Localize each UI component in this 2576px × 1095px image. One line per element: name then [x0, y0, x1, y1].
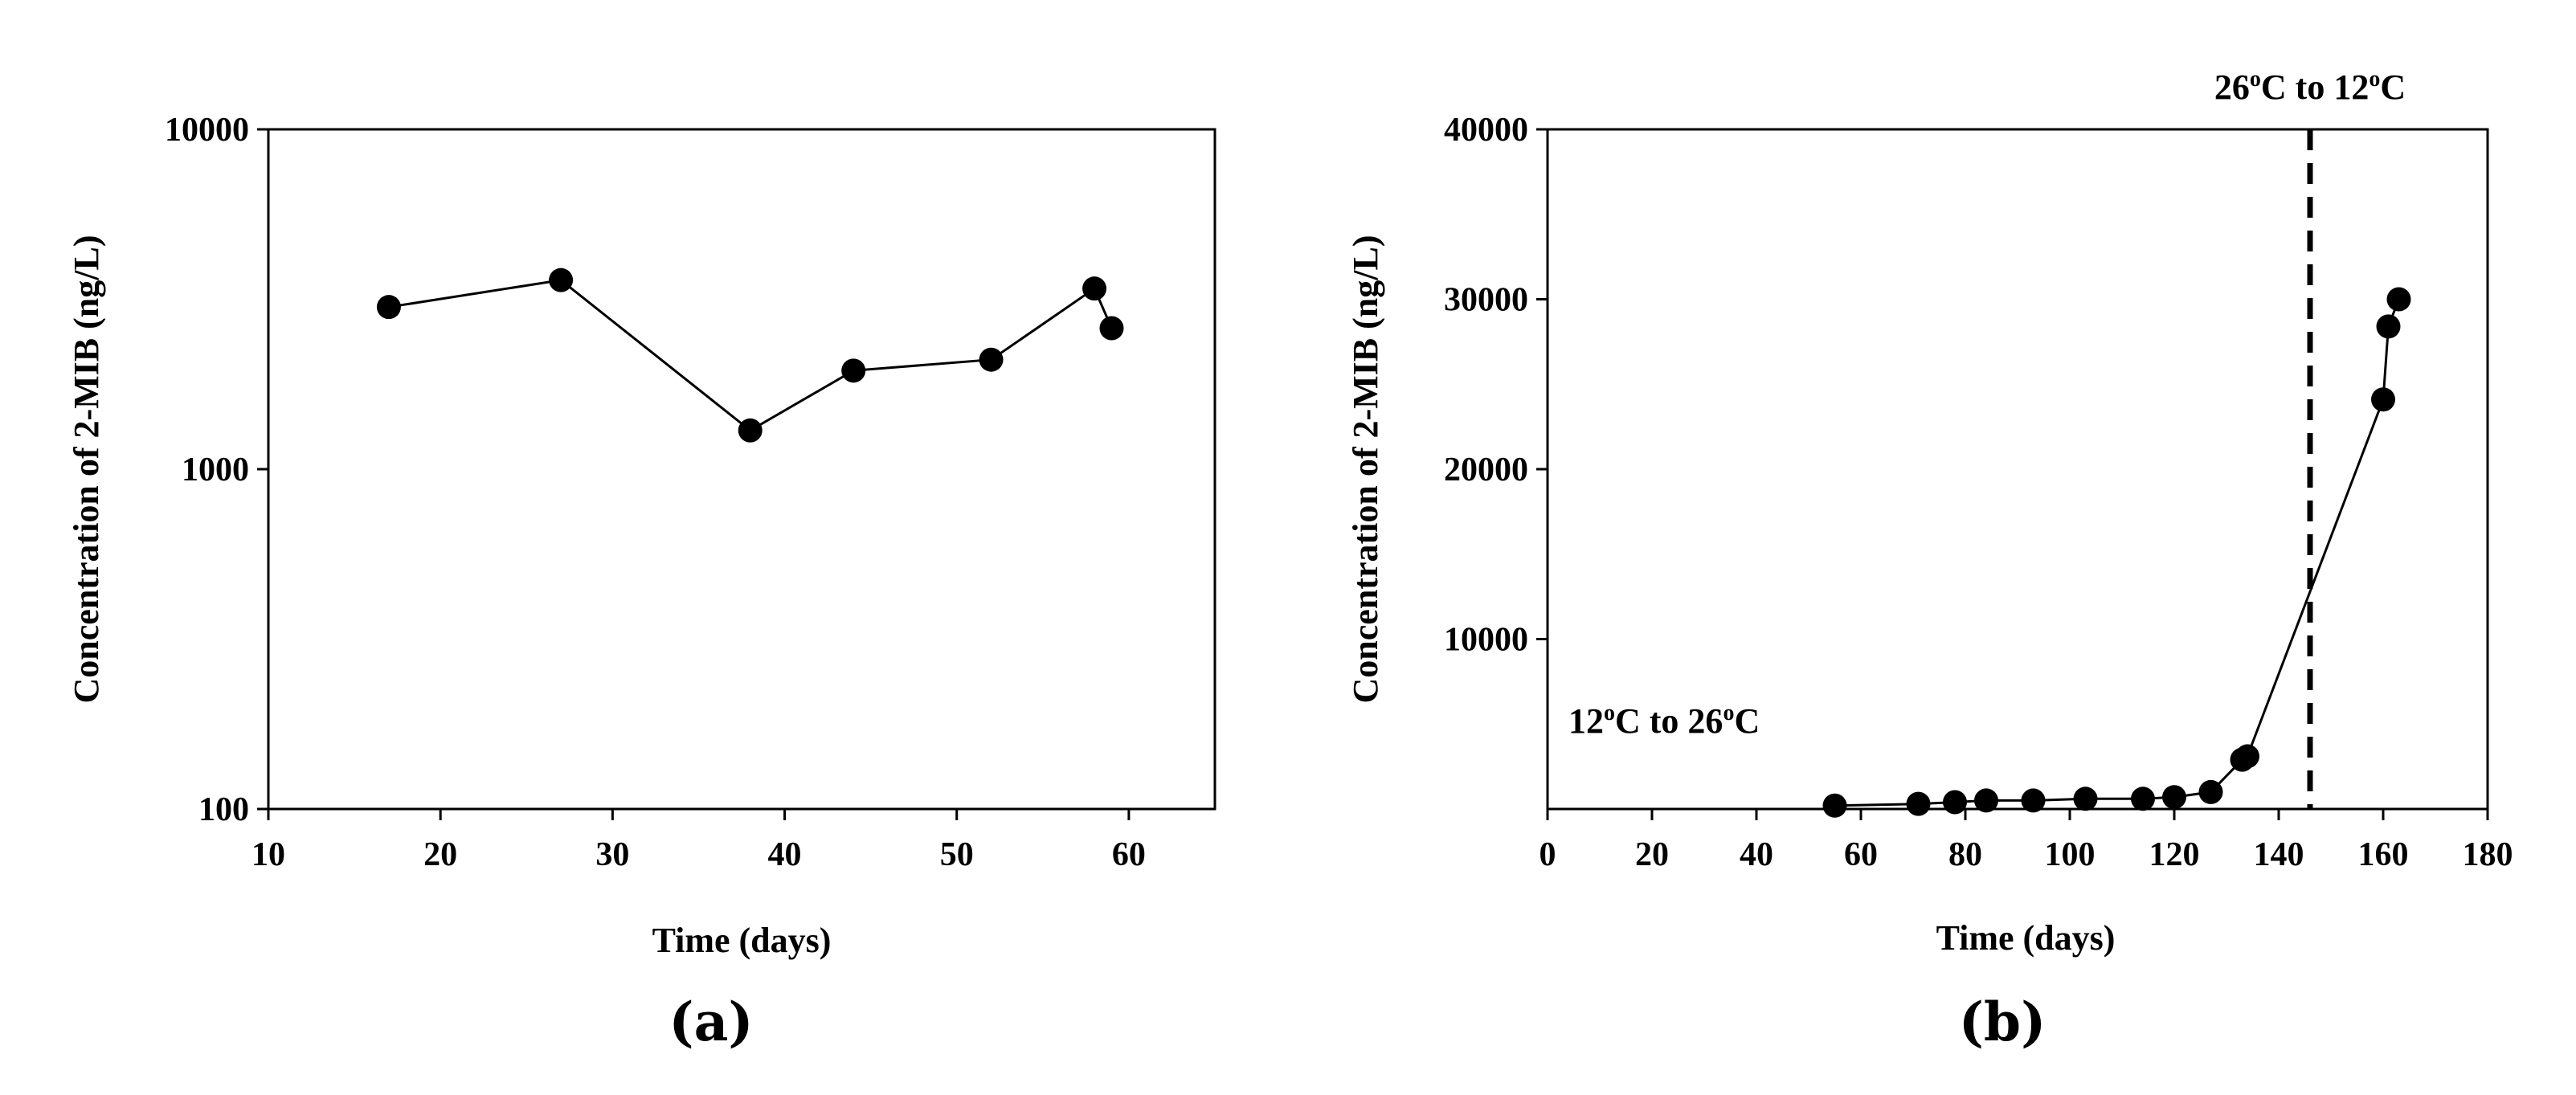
- data-point: [2198, 779, 2223, 804]
- data-point: [549, 268, 574, 292]
- data-point: [1082, 276, 1107, 301]
- x-tick-label: 0: [1539, 836, 1556, 873]
- annotations-b: 12oC to 26oC 26oC to 12oC: [1568, 67, 2406, 741]
- y-tick-label: 1000: [182, 451, 249, 488]
- data-point: [2131, 787, 2155, 811]
- x-tick-label: 60: [1844, 836, 1878, 873]
- data-point: [2386, 287, 2411, 312]
- y-ticks-b: 10000 20000 30000 40000: [1444, 112, 1548, 659]
- x-tick-label: 30: [595, 836, 629, 873]
- data-point: [2073, 787, 2098, 811]
- x-tick-label: 180: [2463, 836, 2513, 873]
- x-ticks-a: 10 20 30 40 50 60: [251, 809, 1146, 873]
- x-tick-label: 60: [1112, 836, 1146, 873]
- x-tick-label: 10: [251, 836, 285, 873]
- data-point: [979, 347, 1004, 372]
- data-point: [1099, 316, 1124, 341]
- y-tick-label: 100: [198, 791, 249, 828]
- panel-label-a: (a): [669, 991, 753, 1053]
- y-axis-title-a: Concentration of 2-MIB (ng/L): [67, 235, 106, 704]
- data-point: [1943, 790, 1967, 815]
- x-tick-label: 40: [1740, 836, 1773, 873]
- x-tick-label: 20: [423, 836, 457, 873]
- y-ticks-a: 100 1000 10000: [165, 112, 268, 828]
- data-point: [1822, 793, 1847, 818]
- series-line-b: [1834, 298, 2400, 807]
- x-ticks-b: 0 20 40 60 80 100 120 140 160 180: [1539, 809, 2513, 873]
- x-tick-label: 160: [2358, 836, 2409, 873]
- plot-frame-a: [267, 128, 1216, 811]
- x-tick-label: 20: [1635, 836, 1669, 873]
- data-point: [2371, 387, 2395, 412]
- y-tick-label: 10000: [1444, 622, 1528, 659]
- x-tick-label: 100: [2045, 836, 2096, 873]
- x-tick-label: 40: [768, 836, 802, 873]
- y-tick-label: 40000: [1444, 112, 1528, 149]
- x-tick-label: 120: [2149, 836, 2200, 873]
- series-line-a: [388, 279, 1113, 432]
- x-axis-title-b: Time (days): [1936, 918, 2116, 958]
- x-axis-title-a: Time (days): [652, 921, 832, 960]
- data-point: [376, 295, 401, 320]
- y-axis-title-b: Concentration of 2-MIB (ng/L): [1346, 235, 1385, 704]
- data-point: [738, 418, 763, 443]
- data-point: [2162, 785, 2186, 810]
- data-points-a: [376, 268, 1124, 443]
- x-tick-label: 80: [1948, 836, 1982, 873]
- data-point: [2021, 788, 2046, 813]
- annotation-warming: 12oC to 26oC: [1568, 701, 1760, 741]
- x-tick-label: 140: [2254, 836, 2304, 873]
- data-point: [2235, 744, 2259, 769]
- y-tick-label: 20000: [1444, 451, 1528, 488]
- data-point: [2376, 314, 2401, 339]
- data-point: [841, 358, 866, 383]
- annotation-cooling: 26oC to 12oC: [2214, 67, 2406, 107]
- panel-label-b: (b): [1959, 991, 2046, 1053]
- data-point: [1906, 791, 1931, 816]
- chart-panel-a: 10 20 30 40 50 60 100 1000 10000 Time (days) Co…: [67, 112, 1216, 1053]
- y-tick-label: 10000: [165, 112, 249, 149]
- data-points-b: [1822, 287, 2411, 818]
- data-point: [1974, 788, 1998, 813]
- y-tick-label: 30000: [1444, 282, 1528, 319]
- chart-panel-b: 0 20 40 60 80 100 120 140 160 180 10000 20000 30000…: [1346, 67, 2513, 1053]
- x-tick-label: 50: [940, 836, 974, 873]
